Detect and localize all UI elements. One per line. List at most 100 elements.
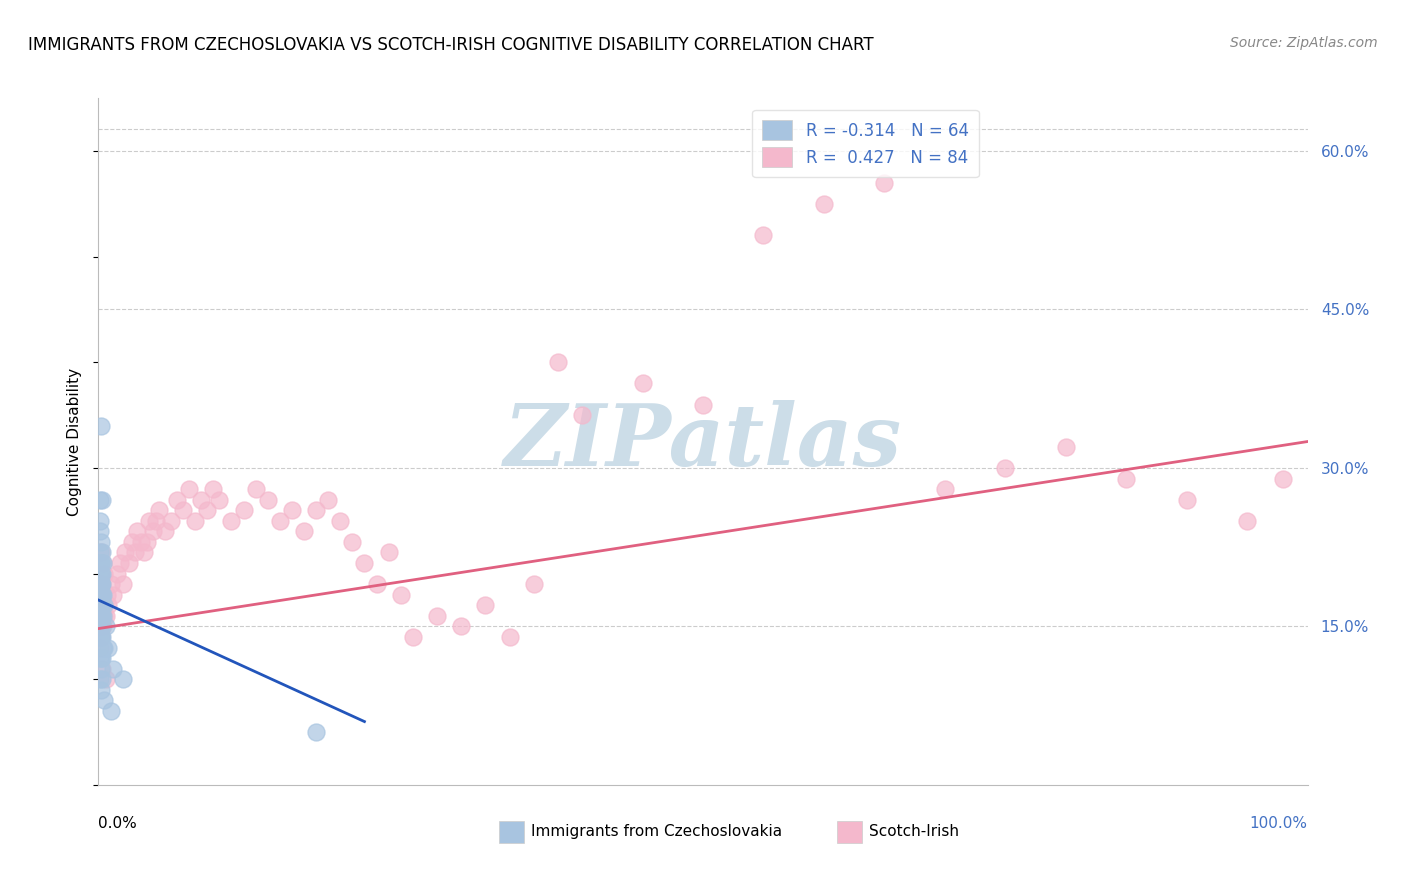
Point: [90, 566, 112, 581]
Point: [934, 482, 956, 496]
Point: [1175, 492, 1198, 507]
Point: [474, 599, 496, 613]
Point: [90, 535, 112, 549]
Point: [89, 599, 111, 613]
Point: [342, 535, 364, 549]
Point: [93, 640, 115, 655]
Point: [89, 588, 111, 602]
Point: [89, 619, 111, 633]
Point: [118, 556, 141, 570]
Point: [184, 514, 207, 528]
Point: [89, 514, 111, 528]
Point: [91, 577, 114, 591]
Text: Immigrants from Czechoslovakia: Immigrants from Czechoslovakia: [531, 824, 783, 839]
Point: [498, 630, 520, 644]
Point: [135, 535, 157, 549]
Point: [142, 524, 165, 539]
Point: [89, 608, 111, 623]
Point: [100, 577, 122, 591]
Point: [94, 673, 117, 687]
Legend: R = -0.314   N = 64, R =  0.427   N = 84: R = -0.314 N = 64, R = 0.427 N = 84: [752, 110, 979, 178]
Point: [91, 556, 114, 570]
Point: [90, 630, 112, 644]
Point: [91, 608, 114, 623]
Text: 0.0%: 0.0%: [98, 816, 138, 831]
Point: [90, 662, 112, 676]
Point: [90, 418, 112, 433]
Point: [90, 599, 112, 613]
Point: [160, 514, 183, 528]
Point: [292, 524, 315, 539]
Point: [91, 492, 114, 507]
Point: [89, 577, 111, 591]
Point: [450, 619, 472, 633]
Point: [89, 640, 111, 655]
Point: [190, 492, 212, 507]
Point: [93, 566, 115, 581]
Point: [305, 725, 328, 739]
Point: [90, 577, 112, 591]
Point: [93, 608, 115, 623]
Point: [153, 524, 176, 539]
Point: [91, 566, 114, 581]
Point: [692, 398, 714, 412]
Point: [91, 630, 114, 644]
Point: [166, 492, 188, 507]
Point: [89, 566, 111, 581]
Point: [426, 608, 449, 623]
Point: [127, 524, 149, 539]
Point: [108, 556, 131, 570]
Point: [91, 588, 114, 602]
Point: [121, 535, 143, 549]
Point: [91, 588, 114, 602]
Point: [172, 503, 194, 517]
Point: [1054, 440, 1077, 454]
Point: [105, 566, 128, 581]
Point: [208, 492, 231, 507]
Point: [111, 577, 134, 591]
Point: [91, 608, 114, 623]
Point: [547, 355, 569, 369]
Point: [221, 514, 243, 528]
Point: [89, 599, 111, 613]
Point: [1272, 471, 1295, 485]
Point: [97, 640, 120, 655]
Point: [91, 599, 114, 613]
Point: [994, 461, 1017, 475]
Point: [129, 535, 152, 549]
Text: IMMIGRANTS FROM CZECHOSLOVAKIA VS SCOTCH-IRISH COGNITIVE DISABILITY CORRELATION : IMMIGRANTS FROM CZECHOSLOVAKIA VS SCOTCH…: [28, 36, 873, 54]
Point: [89, 630, 111, 644]
Point: [91, 545, 114, 559]
Point: [91, 662, 114, 676]
Point: [1115, 471, 1137, 485]
Point: [402, 630, 425, 644]
Point: [90, 630, 112, 644]
Point: [281, 503, 304, 517]
Point: [89, 651, 111, 665]
Point: [90, 608, 112, 623]
Point: [90, 588, 112, 602]
Point: [90, 577, 112, 591]
Text: ZIPatlas: ZIPatlas: [503, 400, 903, 483]
Point: [89, 630, 111, 644]
Point: [89, 566, 111, 581]
Point: [329, 514, 352, 528]
Point: [148, 503, 170, 517]
Point: [89, 608, 111, 623]
Point: [571, 408, 593, 422]
Point: [94, 619, 117, 633]
Point: [873, 176, 896, 190]
Point: [89, 556, 111, 570]
Point: [89, 577, 111, 591]
Point: [91, 556, 114, 570]
Point: [305, 503, 328, 517]
Point: [91, 619, 114, 633]
Text: Source: ZipAtlas.com: Source: ZipAtlas.com: [1230, 36, 1378, 50]
Point: [91, 588, 114, 602]
Point: [90, 619, 112, 633]
Point: [752, 228, 775, 243]
Point: [631, 376, 654, 391]
Point: [353, 556, 375, 570]
Point: [91, 577, 114, 591]
Point: [90, 556, 112, 570]
